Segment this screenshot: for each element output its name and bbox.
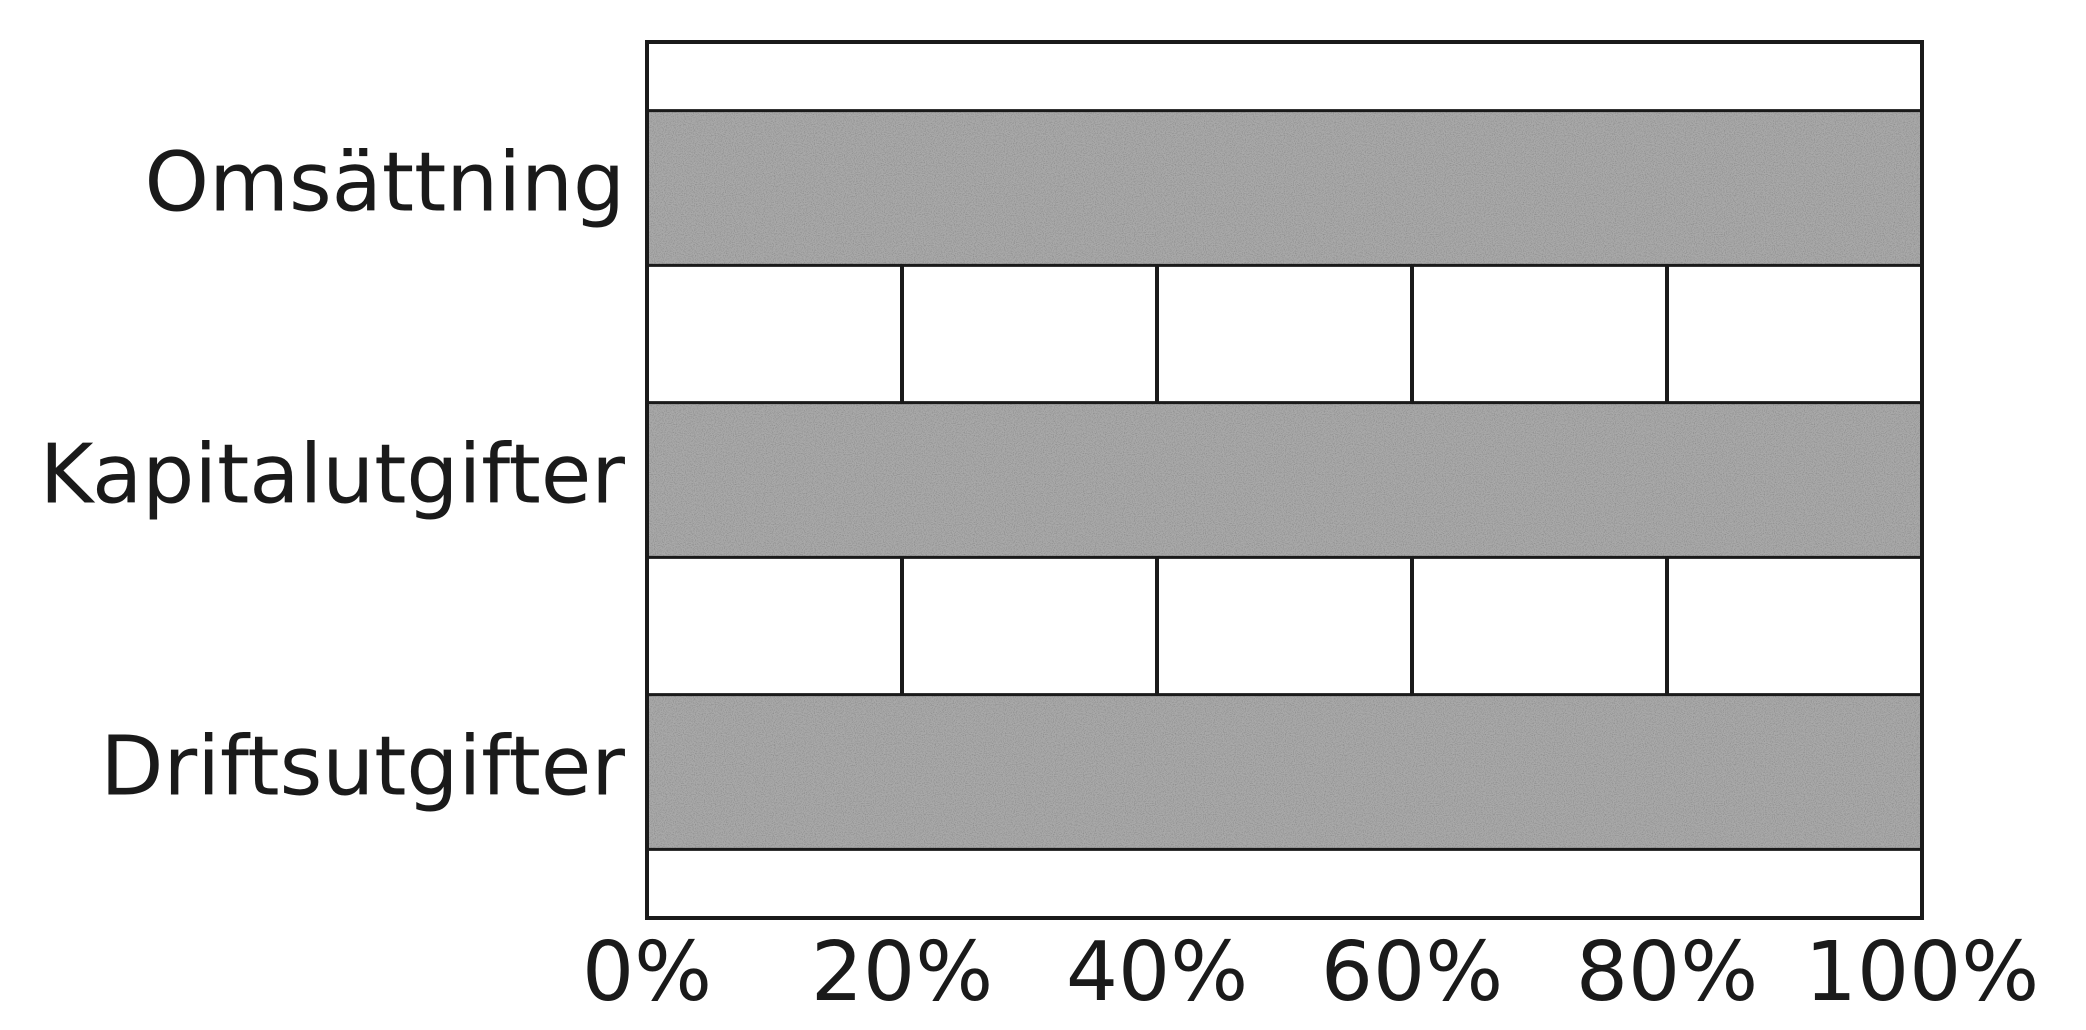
- category-label-2: Driftsutgifter: [100, 719, 625, 814]
- x-axis-tick-labels: 0% 20% 40% 60% 80% 100%: [582, 925, 2039, 1020]
- x-tick-label-3: 60%: [1321, 925, 1503, 1020]
- category-label-0: Omsättning: [145, 135, 625, 230]
- x-tick-label-4: 80%: [1576, 925, 1758, 1020]
- x-tick-label-1: 20%: [811, 925, 993, 1020]
- x-tick-label-5: 100%: [1805, 925, 2039, 1020]
- bar-texture-0: [647, 110, 1922, 266]
- x-tick-label-2: 40%: [1066, 925, 1248, 1020]
- gridlines: [645, 40, 1924, 920]
- category-label-1: Kapitalutgifter: [40, 427, 626, 522]
- plot-frame: [645, 40, 1924, 920]
- bar-texture-1: [647, 402, 1922, 558]
- bar-texture-2: [647, 694, 1922, 850]
- x-tick-label-0: 0%: [582, 925, 712, 1020]
- bars-layer: [645, 109, 1924, 851]
- category-labels: Omsättning Kapitalutgifter Driftsutgifter: [40, 135, 626, 814]
